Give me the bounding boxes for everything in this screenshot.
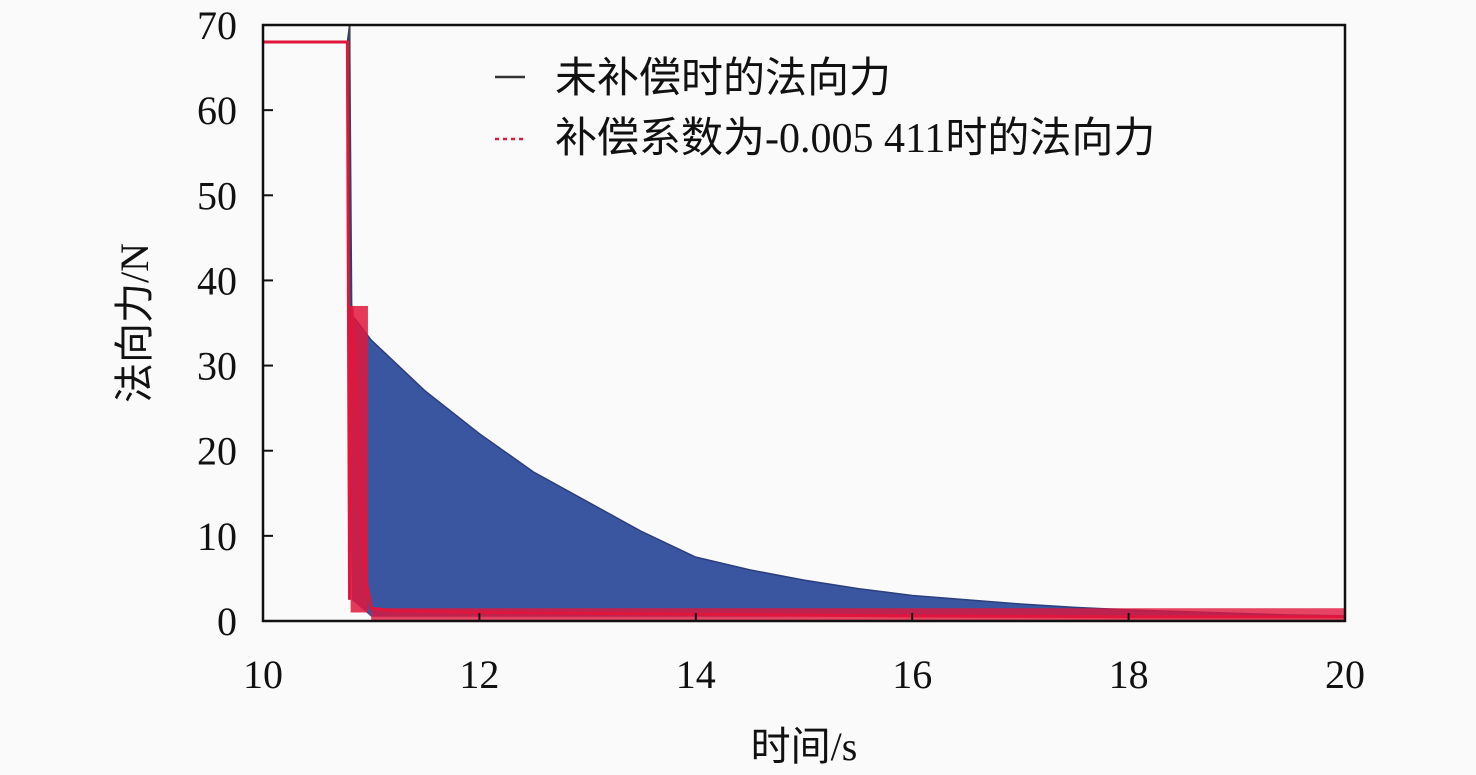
x-tick-label: 10 <box>243 652 283 697</box>
y-tick-label: 0 <box>217 599 237 644</box>
y-tick-label: 10 <box>197 514 237 559</box>
y-tick-label: 20 <box>197 429 237 474</box>
x-axis: 10 12 14 16 18 20 <box>243 613 1365 697</box>
y-tick-label: 40 <box>197 258 237 303</box>
x-tick-label: 20 <box>1325 652 1365 697</box>
x-tick-label: 18 <box>1109 652 1149 697</box>
series-compensated-baseline <box>371 608 1345 621</box>
plot-frame <box>261 23 1347 623</box>
x-axis-label: 时间/s <box>751 724 858 769</box>
series-uncompensated-envelope <box>263 25 1345 617</box>
legend-label-compensated: 补偿系数为-0.005 411时的法向力 <box>555 116 1155 162</box>
legend: 未补偿时的法向力 补偿系数为-0.005 411时的法向力 <box>495 56 1155 162</box>
x-tick-label: 16 <box>892 652 932 697</box>
y-tick-label: 70 <box>197 3 237 48</box>
x-tick-label: 14 <box>676 652 716 697</box>
series-compensated-spike <box>350 305 368 613</box>
y-tick-label: 50 <box>197 173 237 218</box>
y-axis: 0 10 20 30 40 50 60 70 <box>197 3 273 644</box>
y-tick-label: 30 <box>197 344 237 389</box>
y-tick-label: 60 <box>197 88 237 133</box>
legend-label-uncompensated: 未补偿时的法向力 <box>555 56 891 102</box>
y-axis-label: 法向力/N <box>112 243 157 403</box>
x-tick-label: 12 <box>459 652 499 697</box>
